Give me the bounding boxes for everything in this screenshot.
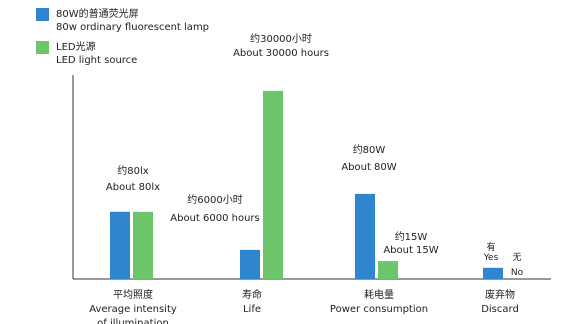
bar-fluorescent-3 (355, 193, 375, 279)
bar-led-3 (378, 261, 398, 279)
data-label-cn-led-4: 无 (512, 252, 521, 263)
data-label-cn-led-2: 约30000小时 (250, 32, 312, 45)
legend-label-en-1: 80w ordinary fluorescent lamp (56, 22, 209, 33)
data-label-cn-fluorescent-3: 约80W (353, 143, 386, 156)
category-label-cn-2: 寿命 (242, 288, 262, 301)
category-label-cn-4: 废弃物 (485, 288, 515, 301)
bar-fluorescent-2 (240, 249, 260, 279)
category-label-en-4: Discard (481, 304, 519, 315)
legend-label-en-2: LED light source (56, 55, 137, 66)
bar-fluorescent-4 (483, 267, 503, 279)
data-label-cn-fluorescent-4: 有 (486, 241, 495, 253)
data-label-cn-fluorescent-2: 约6000小时 (187, 193, 242, 206)
bar-led-2 (263, 90, 283, 279)
category-label-cn-3: 耗电量 (364, 288, 394, 301)
category-label-en-2: Life (243, 304, 261, 315)
data-label-cn-led-3: 约15W (395, 230, 428, 243)
data-label-en-fluorescent-3: About 80W (341, 162, 396, 173)
data-label-en-fluorescent-1: About 80lx (106, 182, 160, 193)
category-label-en-3: Power consumption (330, 304, 428, 315)
data-label-cn-fluorescent-1: 约80lx (117, 164, 149, 177)
data-label-en-led-2: About 30000 hours (233, 48, 329, 59)
data-label-en-led-4: No (511, 268, 524, 278)
data-label-en-led-3: About 15W (383, 245, 438, 256)
legend-swatch-1 (36, 8, 49, 21)
legend-label-cn-1: 80W的普通荧光屏 (56, 7, 139, 20)
category-label-en-1-line2: of illumination (97, 318, 169, 324)
bar-led-1 (133, 211, 153, 279)
data-label-en-fluorescent-4: Yes (483, 253, 499, 263)
category-label-en-1-line1: Average intensity (89, 304, 177, 315)
bar-fluorescent-1 (110, 211, 130, 279)
legend-label-cn-2: LED光源 (56, 40, 96, 53)
category-label-cn-1: 平均照度 (113, 288, 153, 301)
data-label-en-fluorescent-2: About 6000 hours (170, 213, 260, 224)
legend-swatch-2 (36, 41, 49, 54)
